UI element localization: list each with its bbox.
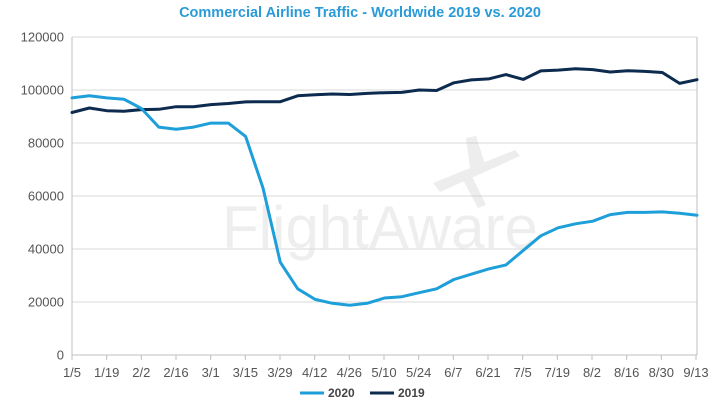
y-tick-label: 80000	[28, 136, 64, 151]
y-tick-label: 60000	[28, 189, 64, 204]
y-tick-label: 0	[57, 348, 64, 363]
x-tick-label: 2/2	[132, 365, 150, 380]
chart-title: Commercial Airline Traffic - Worldwide 2…	[179, 5, 541, 21]
x-tick-label: 8/30	[649, 365, 674, 380]
x-tick-label: 9/13	[683, 365, 708, 380]
series-line-2019	[70, 67, 699, 114]
x-axis: 1/5 1/19 2/2 2/16 3/1 3/15 3/29 4/12 4/26 5/10 5/2…	[63, 355, 709, 380]
x-tick-label: 8/2	[583, 365, 601, 380]
x-tick-label: 6/7	[444, 365, 462, 380]
legend-label-2020: 2020	[328, 386, 355, 400]
y-tick-label: 100000	[21, 83, 64, 98]
x-tick-label: 6/21	[475, 365, 500, 380]
y-tick-label: 40000	[28, 242, 64, 257]
x-tick-label: 5/24	[406, 365, 431, 380]
watermark: FlightAware	[222, 194, 538, 261]
series-lines	[70, 67, 699, 307]
x-tick-label: 4/12	[302, 365, 327, 380]
legend-label-2019: 2019	[398, 386, 425, 400]
x-tick-label: 8/16	[614, 365, 639, 380]
y-tick-label: 20000	[28, 295, 64, 310]
y-axis: 0 20000 40000 60000 80000 100000 120000	[21, 30, 64, 363]
x-tick-label: 3/15	[233, 365, 258, 380]
x-tick-label: 3/1	[202, 365, 220, 380]
x-tick-label: 7/19	[545, 365, 570, 380]
watermark-plane-icon	[433, 136, 520, 208]
x-tick-label: 1/19	[94, 365, 119, 380]
x-tick-label: 3/29	[267, 365, 292, 380]
x-tick-label: 2/16	[163, 365, 188, 380]
gridlines	[72, 36, 697, 356]
y-tick-label: 120000	[21, 30, 64, 45]
x-tick-label: 7/5	[514, 365, 532, 380]
x-tick-label: 5/10	[371, 365, 396, 380]
legend: 2020 2019	[300, 386, 425, 400]
x-tick-label: 4/26	[337, 365, 362, 380]
x-tick-label: 1/5	[63, 365, 81, 380]
